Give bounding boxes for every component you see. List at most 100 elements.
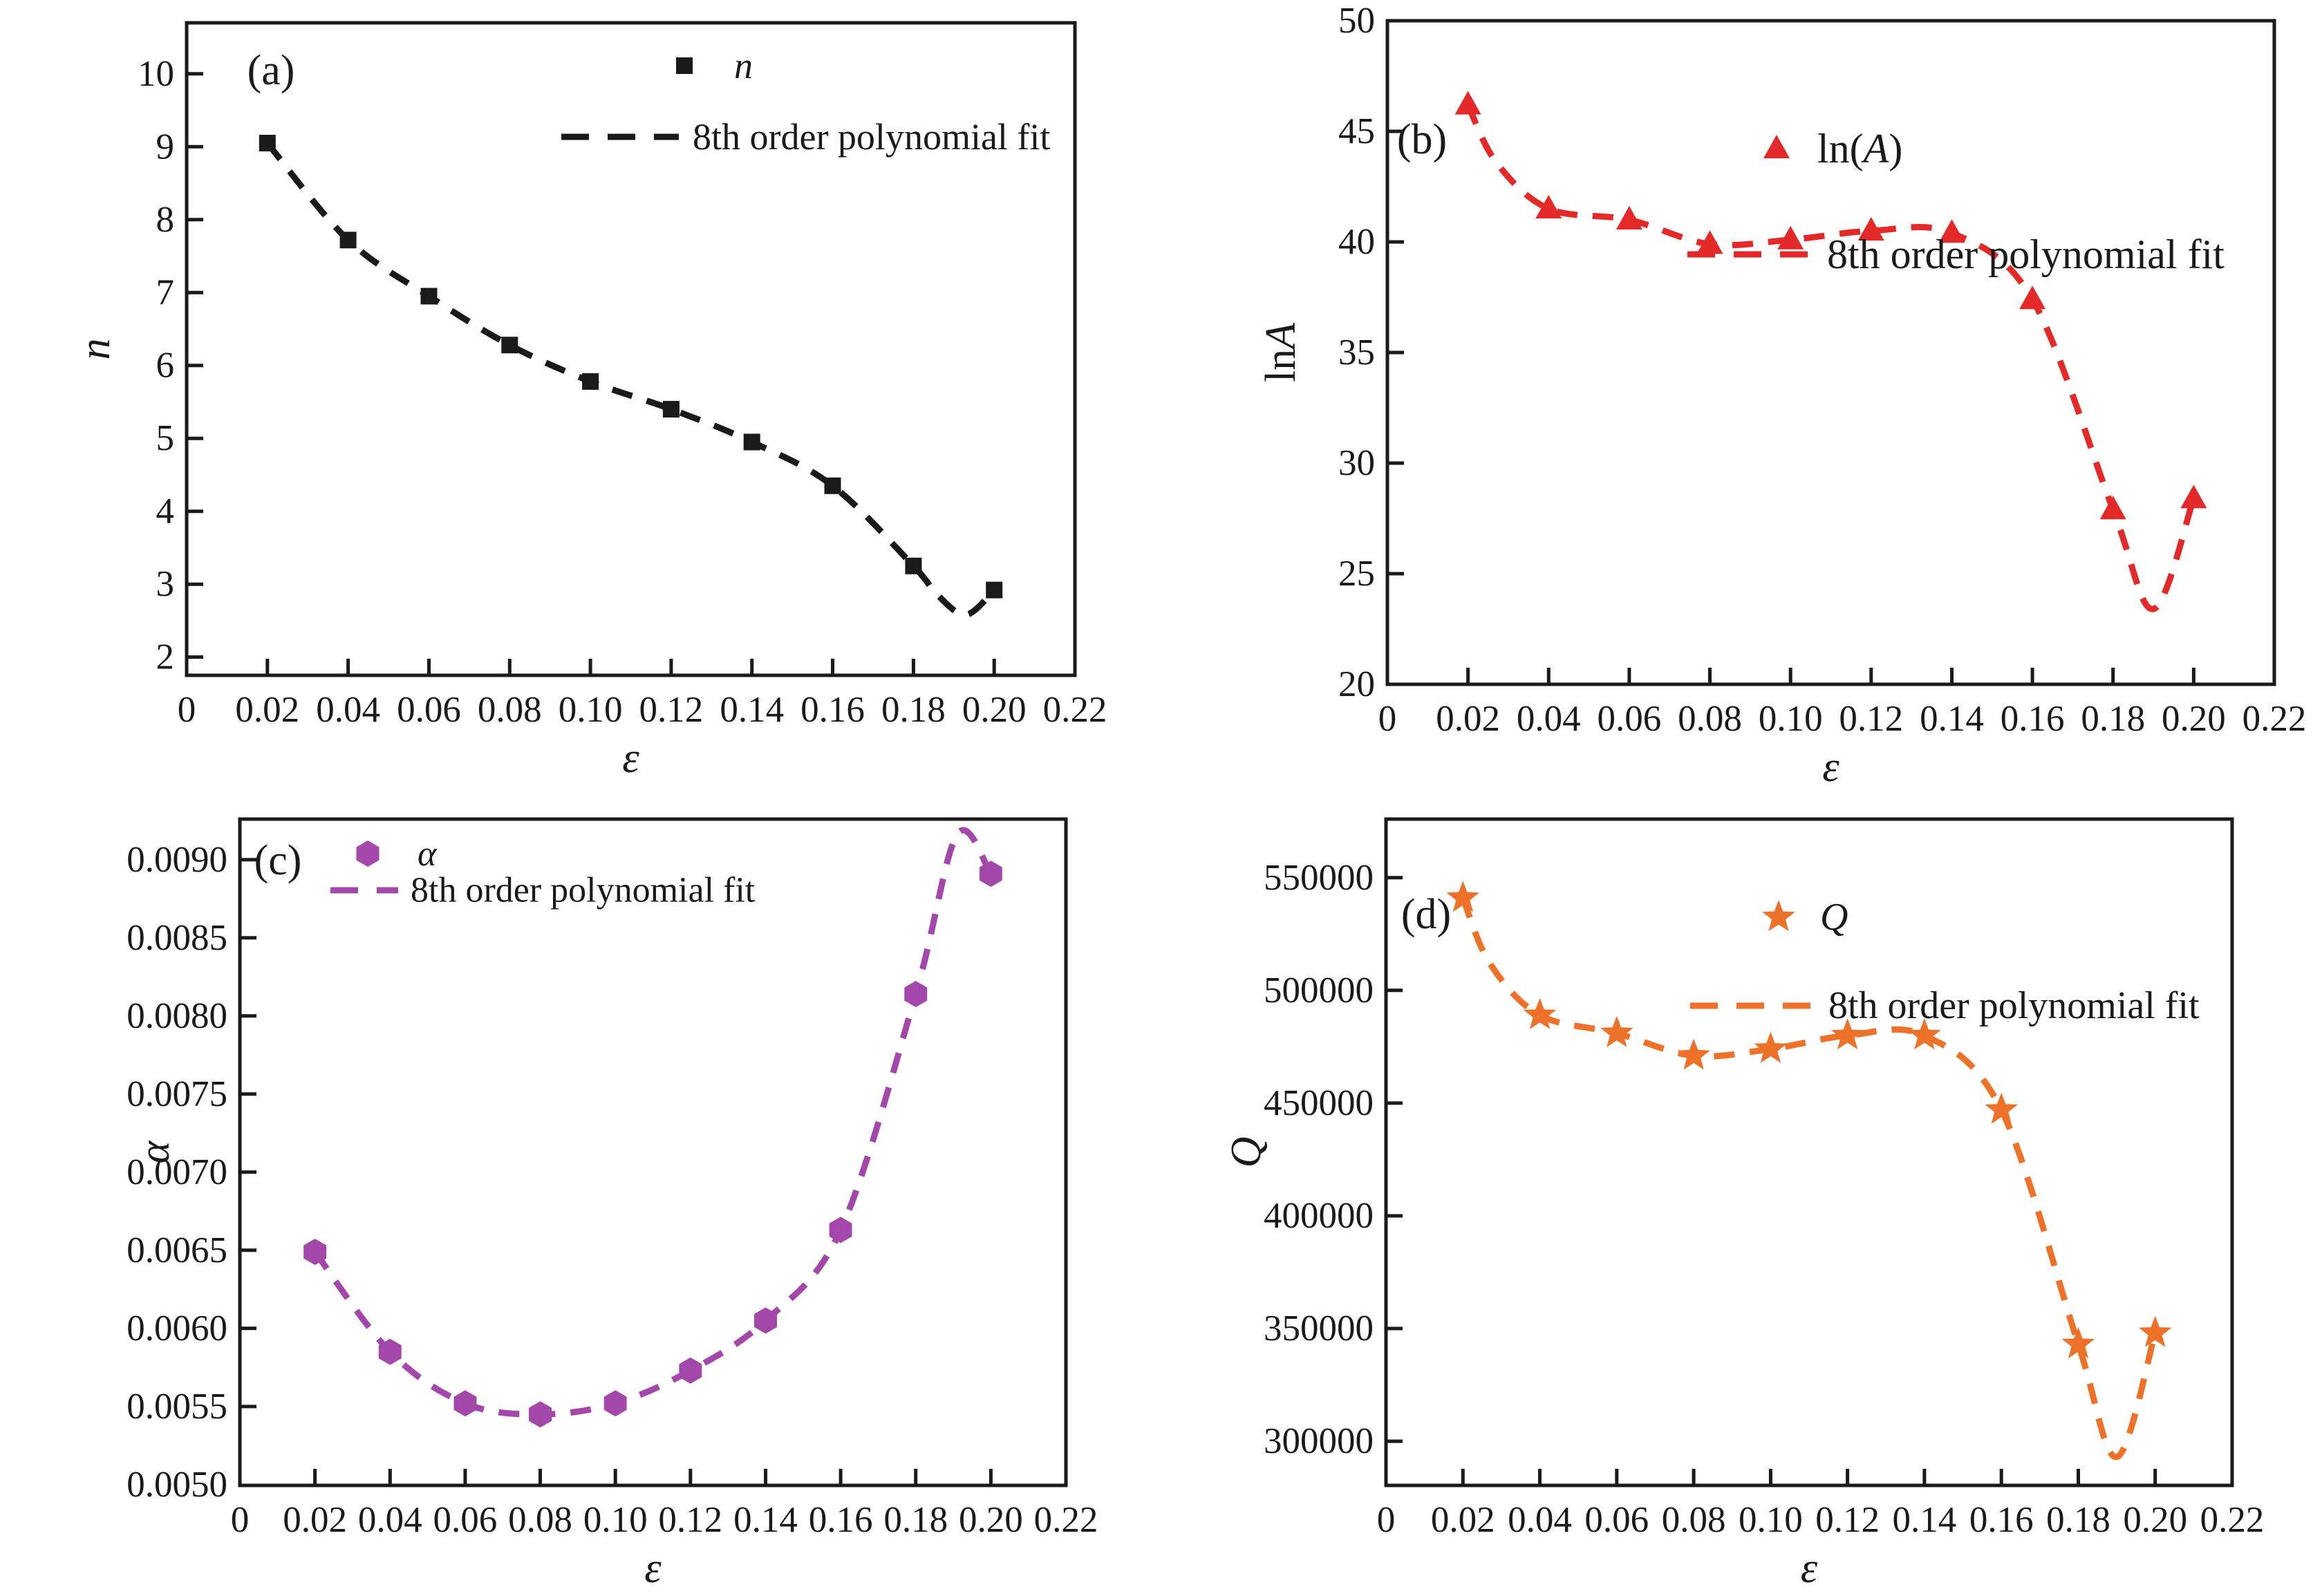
data-marker bbox=[743, 433, 760, 451]
data-marker bbox=[378, 1338, 402, 1365]
data-marker bbox=[420, 288, 438, 305]
x-tick-label: 0.22 bbox=[1043, 690, 1107, 730]
y-axis-label: α bbox=[131, 1140, 178, 1163]
y-tick-label: 35 bbox=[1338, 332, 1375, 373]
data-marker bbox=[1677, 1038, 1710, 1070]
x-tick-label: 0.16 bbox=[1969, 1500, 2034, 1540]
y-tick-label: 10 bbox=[138, 54, 174, 94]
y-axis-label: lnA bbox=[1257, 322, 1304, 382]
x-tick-label: 0.12 bbox=[1815, 1500, 1880, 1540]
y-tick-label: 400000 bbox=[1264, 1196, 1374, 1236]
y-tick-label: 3 bbox=[156, 564, 175, 604]
legend-series-label: α bbox=[418, 834, 438, 874]
data-marker bbox=[829, 1217, 852, 1243]
y-tick-label: 40 bbox=[1338, 222, 1375, 262]
data-marker bbox=[679, 1357, 702, 1384]
x-tick-label: 0.08 bbox=[508, 1500, 572, 1540]
x-tick-label: 0 bbox=[178, 690, 196, 730]
y-tick-label: 0.0075 bbox=[127, 1074, 227, 1114]
data-marker bbox=[824, 477, 841, 494]
fit-curve bbox=[1460, 896, 2159, 1461]
legend-fit-label: 8th order polynomial fit bbox=[693, 116, 1050, 158]
x-tick-label: 0.22 bbox=[1034, 1500, 1098, 1540]
panel-tag: (d) bbox=[1401, 891, 1451, 938]
legend-series-marker bbox=[1763, 135, 1790, 158]
fit-curve bbox=[1465, 103, 2197, 612]
y-tick-label: 0.0055 bbox=[127, 1387, 227, 1427]
fit-curve bbox=[265, 141, 997, 618]
panel-tag: (c) bbox=[254, 837, 302, 884]
data-marker bbox=[1908, 1018, 1941, 1050]
legend-series-marker bbox=[676, 57, 693, 74]
x-tick-label: 0.16 bbox=[800, 690, 865, 730]
x-tick-label: 0.22 bbox=[2242, 699, 2307, 739]
y-tick-label: 0.0090 bbox=[127, 840, 227, 880]
data-marker bbox=[259, 135, 276, 151]
x-tick-label: 0.10 bbox=[1759, 699, 1823, 739]
legend-series-marker bbox=[356, 841, 380, 867]
x-tick-label: 0.10 bbox=[1739, 1500, 1803, 1540]
data-marker bbox=[1616, 206, 1642, 229]
x-tick-label: 0.16 bbox=[2001, 699, 2065, 739]
x-tick-label: 0.06 bbox=[397, 690, 461, 730]
x-tick-label: 0.20 bbox=[2162, 699, 2226, 739]
x-tick-label: 0.02 bbox=[235, 690, 299, 730]
y-tick-label: 0.0085 bbox=[127, 918, 227, 958]
data-marker bbox=[582, 373, 599, 390]
y-tick-label: 45 bbox=[1338, 111, 1375, 151]
y-tick-label: 0.0060 bbox=[127, 1308, 227, 1349]
data-marker bbox=[1777, 225, 1804, 250]
y-tick-label: 8 bbox=[156, 200, 175, 240]
x-tick-label: 0.08 bbox=[478, 690, 542, 730]
x-tick-label: 0.06 bbox=[1584, 1500, 1649, 1540]
plot-box bbox=[238, 817, 1068, 1487]
x-tick-label: 0.14 bbox=[1920, 699, 1984, 739]
y-tick-label: 0.0065 bbox=[127, 1230, 227, 1270]
data-marker bbox=[1830, 1018, 1864, 1050]
chart-panel-c: 0 0.02 0.04 0.06 0.08 0.10 0.12 0.14 0.16 0.18 0.2… bbox=[127, 817, 1098, 1592]
legend-series-label: Q bbox=[1820, 896, 1848, 939]
x-tick-label: 0.10 bbox=[583, 1500, 648, 1540]
legend-series-label: ln(A) bbox=[1817, 126, 1902, 171]
data-marker bbox=[1523, 997, 1557, 1029]
y-tick-label: 500000 bbox=[1264, 970, 1374, 1011]
x-tick-label: 0.08 bbox=[1662, 1500, 1726, 1540]
data-marker bbox=[2139, 1315, 2172, 1347]
chart-panel-b: 0 0.02 0.04 0.06 0.08 0.10 0.12 0.14 0.16 0.18 0.2… bbox=[1257, 1, 2307, 791]
data-marker bbox=[1446, 881, 1479, 912]
x-tick-label: 0.18 bbox=[881, 690, 946, 730]
x-tick-label: 0.14 bbox=[1893, 1500, 1957, 1540]
data-marker bbox=[1535, 195, 1562, 218]
y-axis-label: n bbox=[72, 339, 119, 360]
data-marker bbox=[754, 1307, 777, 1334]
data-marker bbox=[662, 401, 680, 417]
x-tick-label: 0.06 bbox=[433, 1500, 498, 1540]
x-tick-label: 0.18 bbox=[883, 1500, 948, 1540]
data-marker bbox=[986, 581, 1003, 599]
y-axis-label: Q bbox=[1223, 1137, 1270, 1168]
data-marker bbox=[1985, 1092, 2018, 1124]
data-marker bbox=[2180, 485, 2207, 509]
legend-series-label: n bbox=[734, 45, 753, 86]
data-marker bbox=[2061, 1326, 2095, 1359]
x-tick-label: 0 bbox=[1378, 699, 1397, 739]
x-tick-label: 0.22 bbox=[2200, 1500, 2265, 1540]
x-tick-label: 0.20 bbox=[962, 690, 1027, 730]
y-tick-label: 450000 bbox=[1264, 1083, 1374, 1123]
x-tick-label: 0.14 bbox=[720, 690, 784, 730]
x-tick-label: 0 bbox=[1377, 1500, 1396, 1540]
plot-box bbox=[1384, 817, 2234, 1487]
x-tick-label: 0.16 bbox=[809, 1500, 873, 1540]
y-tick-label: 0.0070 bbox=[127, 1152, 227, 1192]
x-tick-label: 0.12 bbox=[658, 1500, 722, 1540]
data-marker bbox=[2099, 496, 2126, 520]
legend-fit-label: 8th order polynomial fit bbox=[1827, 232, 2225, 277]
data-marker bbox=[303, 1239, 327, 1266]
data-marker bbox=[1600, 1015, 1633, 1047]
plot-box bbox=[185, 21, 1077, 677]
data-marker bbox=[1857, 217, 1884, 241]
x-tick-label: 0.02 bbox=[1431, 1500, 1495, 1540]
chart-panel-a: 0 0.02 0.04 0.06 0.08 0.10 0.12 0.14 0.16 0.18 0.2… bbox=[72, 21, 1107, 782]
y-tick-label: 6 bbox=[156, 346, 175, 386]
legend-fit-label: 8th order polynomial fit bbox=[1828, 984, 2200, 1027]
